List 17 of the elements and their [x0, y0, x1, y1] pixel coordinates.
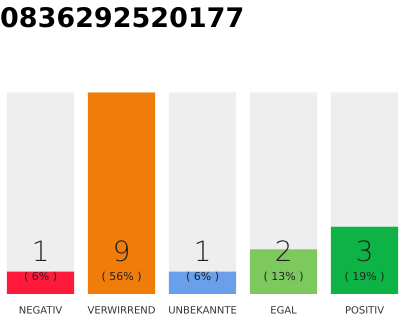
data-label: 1	[32, 235, 50, 268]
annotation: ( 56% )	[101, 270, 142, 283]
data-label: 3	[356, 235, 374, 268]
x-tick-label: VERWIRREND	[88, 306, 156, 317]
bar	[6, 272, 74, 294]
data-label: 9	[112, 235, 130, 268]
bar	[168, 272, 236, 294]
x-tick-label: POSITIV	[344, 306, 384, 317]
data-label: 1	[194, 235, 212, 268]
chart-title: 0836292520177	[0, 3, 244, 34]
annotation: ( 6% )	[186, 270, 220, 283]
annotation: ( 6% )	[24, 270, 58, 283]
annotation: ( 19% )	[344, 270, 385, 283]
x-tick-label: NEGATIV	[18, 306, 62, 317]
x-tick-label: EGAL	[270, 306, 298, 317]
x-tick-label: UNBEKANNTE	[168, 306, 237, 317]
annotation: ( 13% )	[263, 270, 304, 283]
